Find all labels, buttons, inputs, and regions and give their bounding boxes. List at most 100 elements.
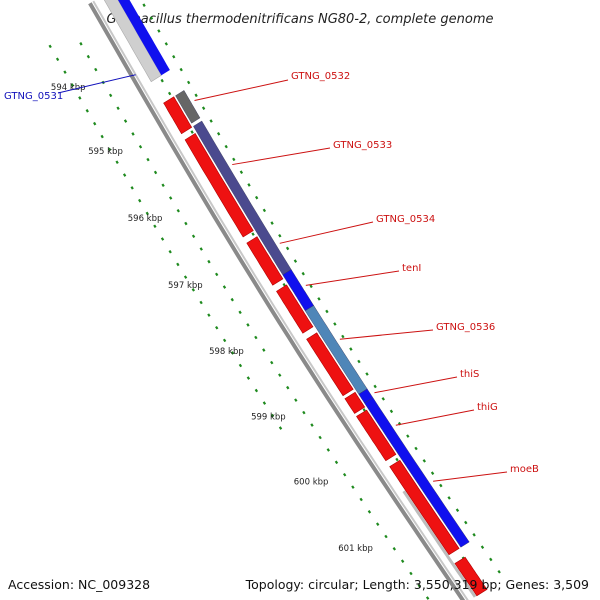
tick-mark [302, 410, 306, 415]
tick-mark [392, 547, 397, 551]
tick-mark [247, 183, 251, 187]
tick-mark [164, 42, 168, 46]
tick-mark [349, 347, 353, 351]
tick-mark [359, 497, 363, 502]
tick-mark [172, 54, 176, 59]
tick-mark [209, 119, 213, 123]
tick-mark [238, 310, 242, 315]
tick-mark [167, 91, 172, 96]
cds-block [184, 132, 254, 238]
tick-mark [48, 44, 52, 49]
tick-rail [79, 42, 430, 600]
tick-mark [79, 42, 83, 46]
gene-label-teni: tenI [402, 263, 421, 274]
tick-mark [422, 459, 426, 463]
tick-mark [365, 372, 369, 376]
tick-mark [414, 446, 418, 451]
scale-tick-label: 597 kbp [168, 281, 203, 291]
tick-mark [160, 237, 165, 241]
tick-mark [230, 351, 235, 355]
tick-mark [246, 323, 250, 327]
tick-mark [160, 78, 164, 83]
gene-strand [103, 0, 470, 548]
tick-mark [362, 408, 366, 412]
scale-tick-label: 601 kbp [338, 544, 373, 554]
tick-mark [409, 571, 413, 576]
gene-leader-line [374, 376, 458, 394]
tick-mark [78, 96, 82, 100]
tick-mark [191, 234, 196, 239]
tick-mark [100, 134, 104, 139]
tick-mark [138, 198, 142, 203]
map-title: Geobacillus thermodenitrificans NG80-2, … [106, 12, 493, 27]
tick-mark [406, 434, 410, 438]
tick-mark [262, 348, 266, 352]
tick-rail [142, 3, 501, 574]
tick-mark [373, 384, 377, 389]
topology-text: Topology: circular; Length: 3,550,319 bp… [245, 577, 589, 592]
tick-mark [85, 109, 89, 113]
tick-mark [326, 448, 330, 452]
tick-mark [169, 196, 173, 200]
tick-mark [262, 401, 267, 405]
tick-mark [497, 569, 501, 574]
tick-mark [199, 300, 203, 305]
tick-mark [130, 186, 134, 190]
tick-mark [239, 170, 244, 174]
tick-mark [278, 233, 282, 238]
tick-mark [472, 533, 476, 537]
gene-label-moeb: moeB [510, 464, 539, 475]
tick-mark [131, 132, 135, 136]
tick-mark [254, 388, 259, 393]
tick-mark [122, 173, 127, 177]
cds-block [389, 459, 460, 556]
tick-mark [215, 325, 219, 330]
tick-mark [63, 70, 67, 74]
tick-mark [176, 209, 180, 213]
tick-mark [161, 183, 165, 188]
gene-label-this: thiS [460, 369, 479, 380]
gene-leader-line [339, 329, 434, 340]
tick-mark [262, 208, 267, 213]
tick-mark [333, 322, 337, 326]
tick-mark [367, 510, 372, 514]
cds-block [306, 332, 354, 397]
gene-leader-line [57, 74, 136, 94]
tick-mark [400, 559, 405, 563]
scale-tick-label: 599 kbp [251, 412, 286, 422]
cds-strand [163, 96, 488, 597]
tick-mark [123, 119, 128, 123]
backbone-line [88, 2, 466, 600]
tick-mark [238, 363, 243, 368]
backbone-outer [402, 490, 477, 598]
tick-mark [480, 545, 485, 549]
tick-mark [301, 271, 305, 276]
tick-mark [149, 16, 154, 20]
tick-mark [168, 249, 172, 254]
tick-mark [285, 246, 290, 251]
tick-mark [381, 397, 385, 401]
gene-leader-line [395, 409, 475, 426]
tick-mark [184, 221, 188, 226]
tick-mark [94, 67, 98, 72]
tick-mark [395, 457, 399, 462]
scale-tick-label: 600 kbp [294, 478, 329, 488]
cds-block [163, 96, 193, 135]
tick-mark [246, 376, 251, 380]
tick-mark [116, 106, 120, 111]
tick-mark [417, 584, 422, 588]
tick-mark [157, 29, 161, 33]
cds-block [276, 284, 314, 334]
scale-tick-label: 598 kbp [209, 347, 244, 357]
tick-mark [230, 297, 234, 302]
gene-label-gtng-0534: GTNG_0534 [376, 214, 435, 225]
tick-mark [270, 221, 274, 225]
tick-mark [254, 335, 258, 340]
gene-label-thig: thiG [477, 402, 498, 413]
tick-mark [216, 132, 221, 136]
tick-mark [455, 508, 460, 513]
tick-mark [153, 224, 157, 229]
tick-mark [207, 259, 211, 264]
tick-mark [357, 359, 361, 364]
